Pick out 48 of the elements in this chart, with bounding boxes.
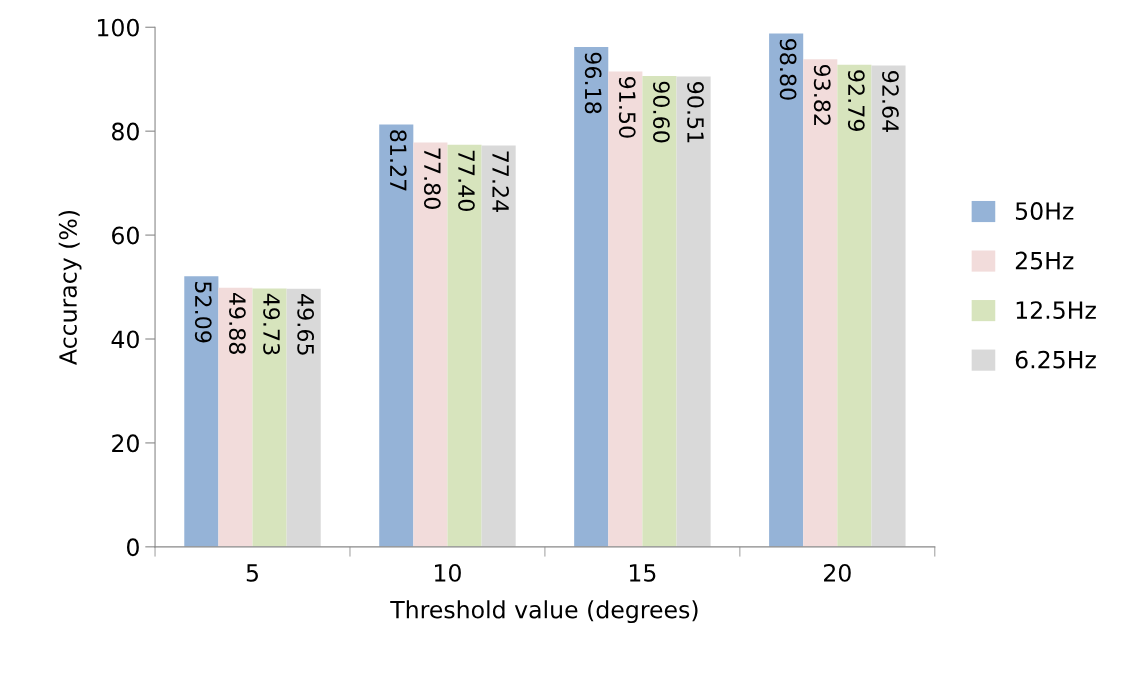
data-label: 81.27	[389, 130, 407, 191]
data-label: 77.40	[458, 150, 475, 211]
data-label: 52.09	[194, 282, 212, 343]
bar	[218, 287, 253, 547]
data-label: 90.60	[653, 81, 670, 143]
data-label: 98.80	[779, 39, 797, 100]
bar	[481, 145, 516, 547]
y-tick-label: 100	[97, 18, 139, 37]
data-label: 96.18	[584, 52, 602, 114]
legend-label: 50Hz	[1015, 202, 1074, 220]
y-tick-label: 0	[126, 538, 139, 557]
bar	[574, 47, 609, 547]
x-tick-label: 10	[435, 563, 461, 582]
data-label: 91.50	[618, 76, 636, 138]
data-label: 49.73	[263, 293, 280, 355]
data-label: 92.64	[882, 71, 899, 133]
data-label: 93.82	[813, 64, 831, 125]
bar	[803, 59, 838, 547]
bar	[184, 276, 219, 547]
bar	[252, 288, 287, 547]
data-label: 90.51	[687, 82, 704, 143]
bar	[676, 76, 711, 547]
bar	[286, 288, 321, 547]
legend-label: 6.25Hz	[1015, 350, 1096, 369]
data-label: 77.24	[492, 151, 509, 213]
data-label: 92.79	[847, 70, 865, 131]
bar	[447, 144, 482, 547]
bar	[871, 65, 906, 547]
bar	[379, 124, 414, 547]
x-tick-label: 15	[629, 564, 656, 582]
legend-label: 12.5Hz	[1016, 301, 1096, 320]
bar	[608, 71, 643, 547]
data-label: 49.88	[229, 292, 246, 354]
x-axis-title: Threshold value (degrees)	[390, 600, 698, 624]
y-tick-label: 40	[111, 330, 139, 349]
y-tick-label: 20	[112, 434, 139, 453]
x-tick-label: 20	[824, 563, 851, 582]
data-label: 77.80	[423, 148, 441, 209]
y-tick-label: 60	[112, 226, 139, 245]
y-tick-label: 80	[112, 122, 139, 141]
x-tick-label: 5	[246, 564, 258, 582]
legend-label: 25Hz	[1015, 251, 1074, 270]
bar	[642, 76, 677, 547]
bar	[769, 33, 804, 547]
data-label: 49.65	[297, 294, 315, 355]
bar	[837, 64, 872, 547]
y-axis-title: Accuracy (%)	[58, 210, 82, 365]
bar	[413, 142, 448, 547]
